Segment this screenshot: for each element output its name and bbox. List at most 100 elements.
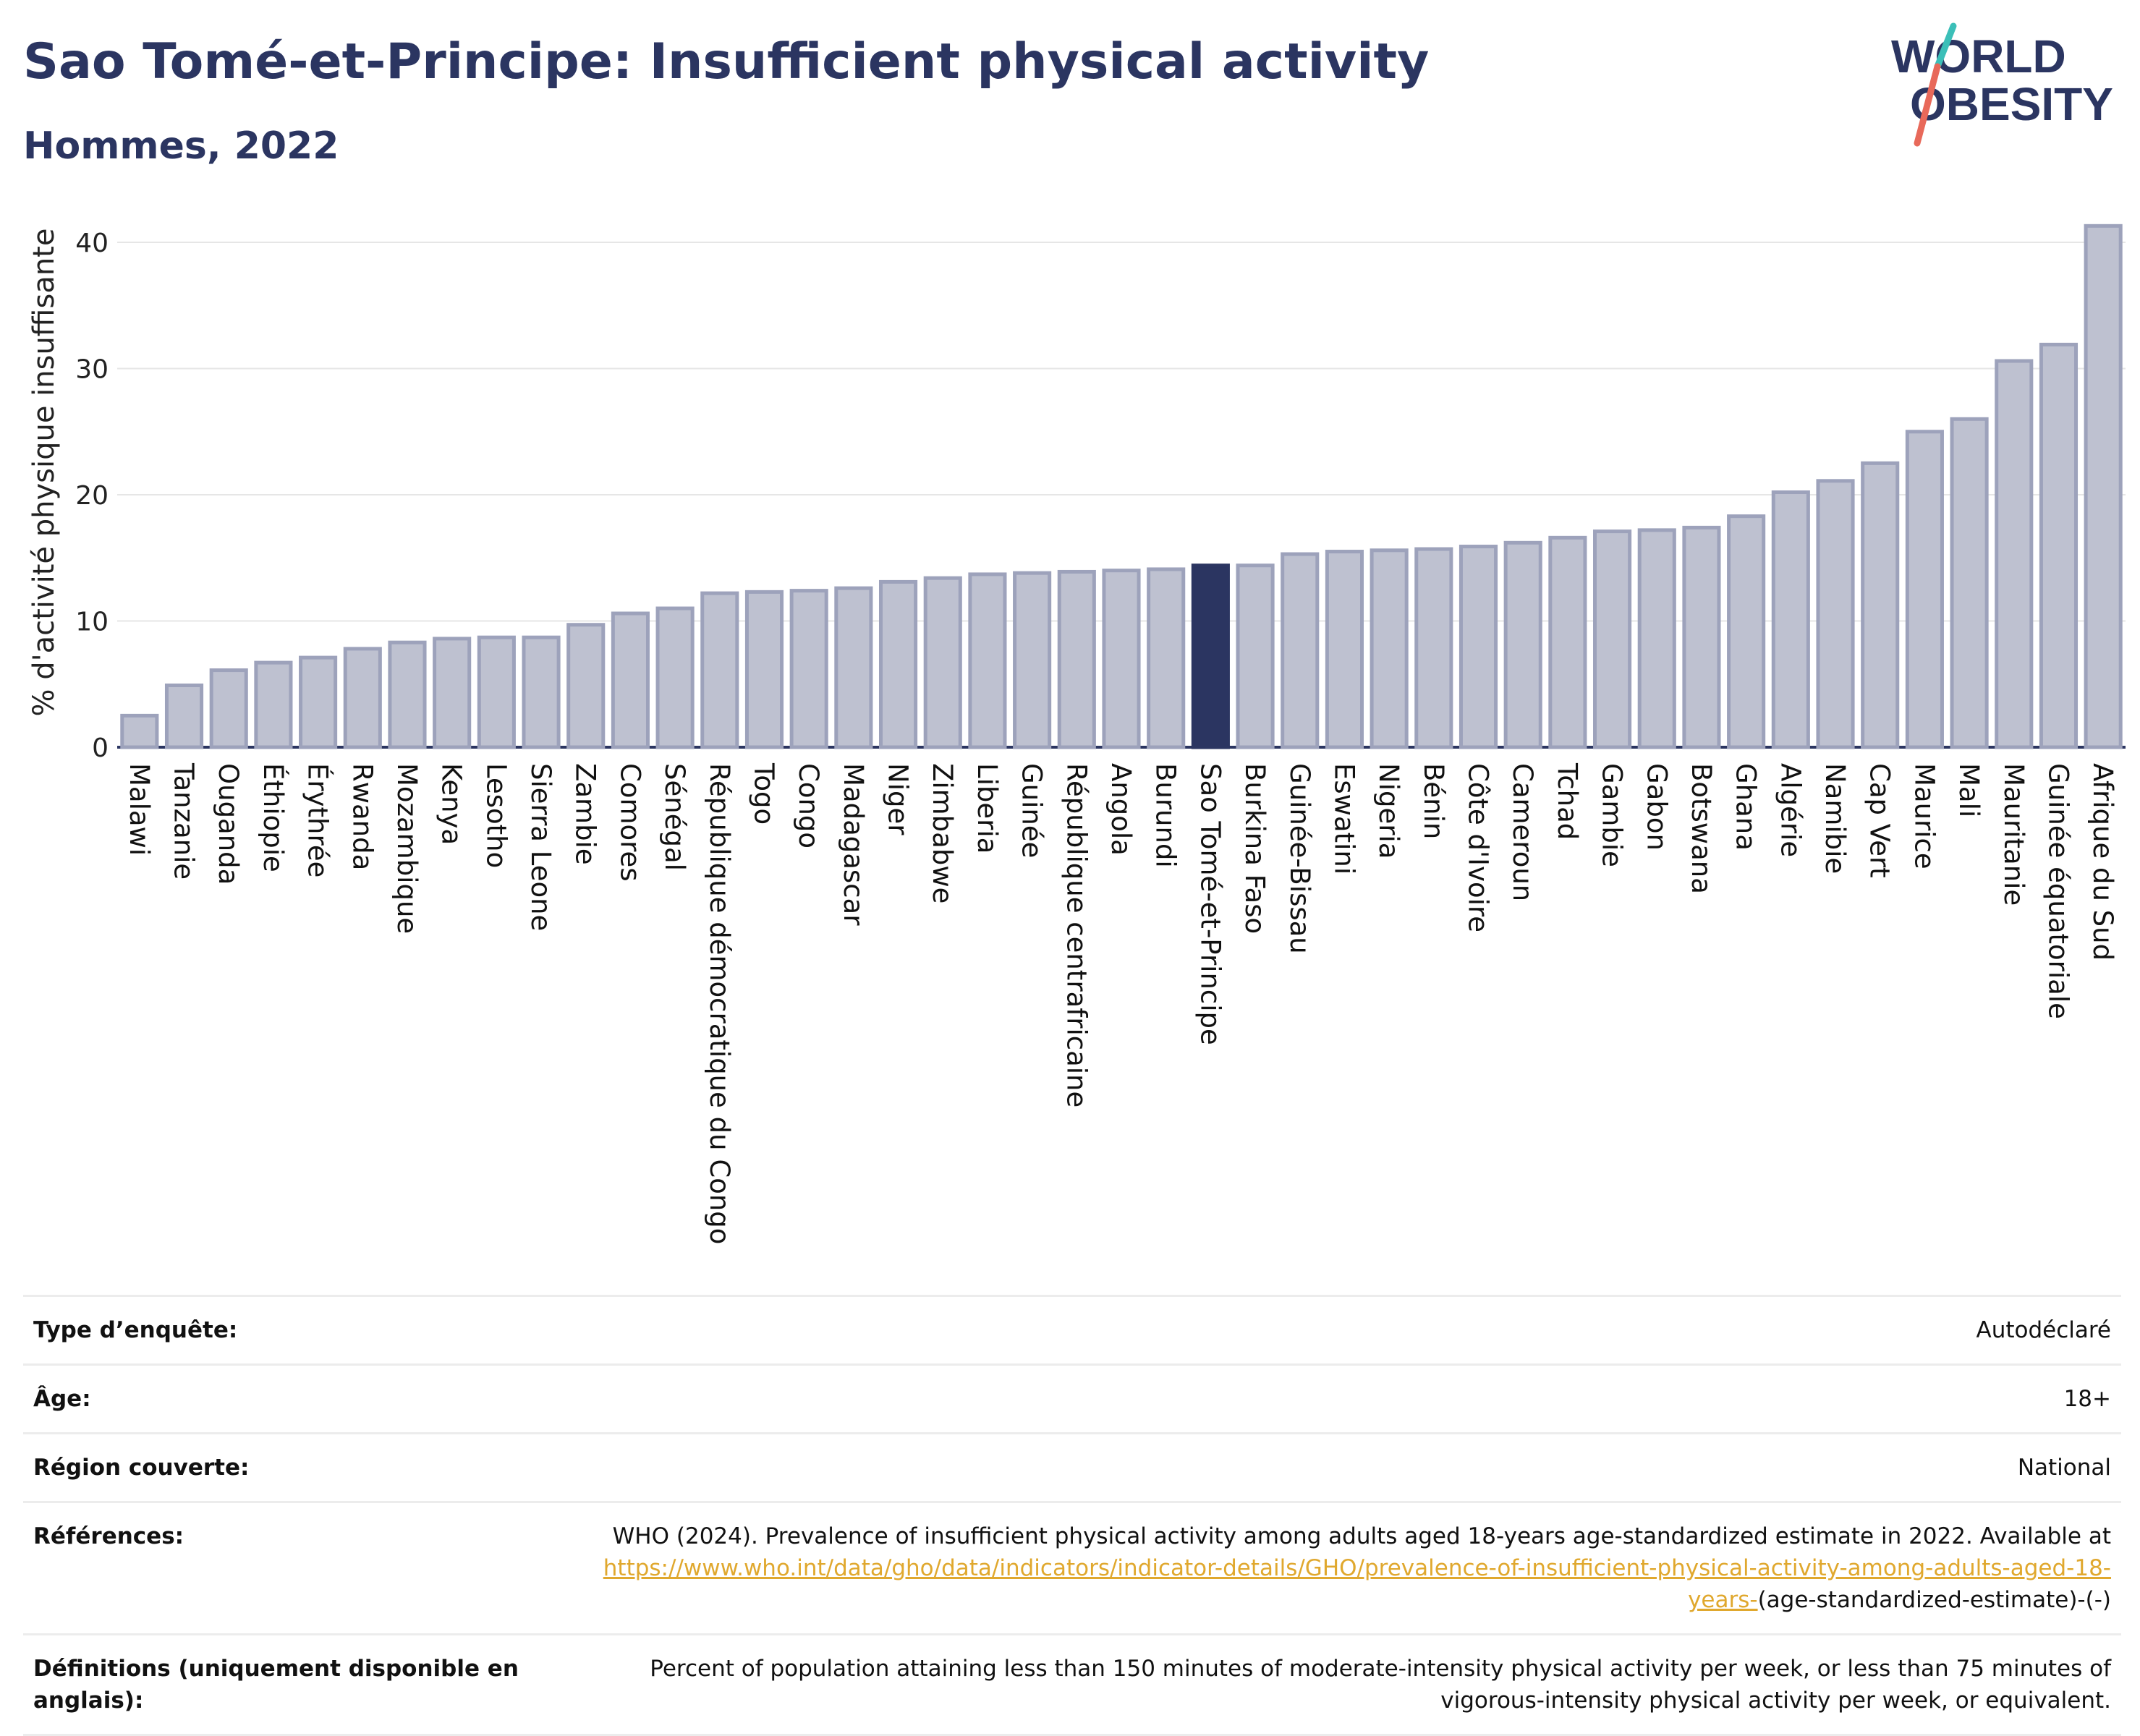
x-tick-label: République centrafricaine: [1061, 763, 1092, 1107]
info-row-age: Âge: 18+: [23, 1363, 2121, 1432]
x-tick-label: Érythrée: [302, 763, 334, 877]
bar: [566, 623, 606, 749]
x-tick-label: Algérie: [1775, 763, 1806, 857]
x-tick-label: Congo: [793, 763, 824, 848]
survey-type-label: Type d’enquête:: [33, 1317, 238, 1343]
bar: [1816, 479, 1855, 749]
page-title: Sao Tomé-et-Principe: Insufficient physi…: [23, 33, 1430, 90]
logo-line-2: OBESITY: [1910, 78, 2113, 130]
survey-type-value: Autodéclaré: [1976, 1317, 2111, 1343]
x-tick-label: Sénégal: [659, 763, 690, 871]
x-tick-label: Guinée: [1016, 763, 1048, 858]
x-tick-label: Zimbabwe: [927, 763, 958, 903]
x-tick-label: Tanzanie: [169, 762, 200, 880]
bar: [433, 637, 472, 749]
x-tick-label: Gabon: [1641, 763, 1672, 851]
x-tick-label: Burkina Faso: [1239, 763, 1270, 934]
bar: [700, 591, 739, 749]
x-tick-label: Cameroun: [1507, 763, 1538, 901]
x-tick-label: Lesotho: [480, 763, 511, 868]
bars: [120, 224, 2123, 749]
bar: [1102, 569, 1141, 749]
logo-line-1: WORLD: [1891, 30, 2066, 82]
logo-slash-teal: [1934, 22, 1957, 70]
region-label: Région couverte:: [33, 1455, 250, 1481]
bar: [1593, 529, 1632, 749]
x-tick-label: Mali: [1953, 763, 1984, 817]
x-tick-label: Guinée équatoriale: [2042, 763, 2073, 1019]
bar: [343, 647, 382, 749]
y-axis-label: % d'activité physique insuffisante: [27, 229, 61, 717]
bar: [164, 683, 204, 749]
info-row-references: Références: WHO (2024). Prevalence of in…: [23, 1501, 2121, 1633]
bar: [477, 635, 516, 749]
bar: [522, 635, 561, 749]
x-tick-label: République démocratique du Congo: [704, 763, 735, 1244]
bar-chart: Malawi Tanzanie Ouganda Éthiopie Érythrée Rwa…: [27, 224, 2126, 1244]
y-tick-label: 20: [75, 481, 109, 511]
references-link[interactable]: https://www.who.int/data/gho/data/indica…: [603, 1555, 2111, 1613]
x-tick-label: Ghana: [1731, 763, 1762, 851]
bar: [1013, 571, 1052, 749]
bar: [254, 660, 293, 749]
x-tick-label: Niger: [883, 763, 914, 835]
world-obesity-logo: WORLD OBESITY: [1881, 22, 2127, 152]
bar: [744, 590, 784, 749]
x-tick-label: Guinée-Bissau: [1284, 763, 1315, 954]
definitions-label: Définitions (uniquement disponible en an…: [33, 1656, 519, 1714]
x-tick-label: Malawi: [124, 763, 155, 856]
x-tick-label: Sao Tomé-et-Principe: [1194, 763, 1226, 1045]
x-tick-label: Sierra Leone: [525, 763, 556, 931]
bar: [299, 655, 338, 749]
x-tick-label: Eswatini: [1328, 763, 1359, 875]
x-tick-label: Rwanda: [347, 763, 378, 870]
bar: [388, 640, 427, 749]
references-value: WHO (2024). Prevalence of insufficient p…: [540, 1520, 2111, 1616]
bar-highlighted: [1191, 563, 1230, 749]
region-value: National: [2017, 1455, 2111, 1481]
x-tick-label: Cap Vert: [1864, 763, 1895, 878]
x-tick-label: Tchad: [1552, 762, 1583, 840]
bar: [1281, 552, 1320, 749]
bar: [834, 586, 873, 749]
info-row-survey-type: Type d’enquête: Autodéclaré: [23, 1295, 2121, 1363]
age-value: 18+: [2063, 1386, 2111, 1412]
x-tick-label: Togo: [748, 762, 779, 825]
bar: [1995, 359, 2034, 749]
bar: [878, 579, 918, 749]
bar: [1905, 430, 1944, 749]
bar: [2039, 342, 2079, 749]
info-row-definitions: Définitions (uniquement disponible en an…: [23, 1633, 2121, 1736]
x-tick-label: Kenya: [436, 763, 467, 845]
bar: [1727, 514, 1766, 749]
bar: [1458, 545, 1498, 749]
y-tick-label: 10: [75, 608, 109, 637]
references-text-after: (age-standardized-estimate)-(-): [1757, 1587, 2111, 1613]
bar: [209, 668, 248, 749]
references-text: WHO (2024). Prevalence of insufficient p…: [612, 1523, 2111, 1549]
x-tick-label: Afrique du Sud: [2087, 763, 2118, 961]
bar: [1682, 525, 1721, 749]
references-label: Références:: [33, 1523, 184, 1549]
x-tick-label: Ouganda: [213, 763, 244, 885]
bar: [120, 713, 159, 749]
y-tick-labels: 0 10 20 30 40: [75, 229, 109, 763]
bar: [923, 576, 962, 749]
bar: [789, 589, 828, 749]
age-label: Âge:: [33, 1386, 91, 1412]
x-tick-label: Maurice: [1908, 763, 1940, 869]
logo-graphic: WORLD OBESITY: [1891, 22, 2113, 147]
bar: [1637, 528, 1676, 749]
x-tick-label: Gambie: [1597, 763, 1628, 867]
x-tick-label: Burundi: [1150, 763, 1181, 868]
y-tick-label: 0: [92, 733, 109, 763]
x-tick-label: Mauritanie: [1998, 763, 2029, 906]
bar: [611, 611, 650, 749]
bar: [968, 572, 1007, 749]
bar: [1370, 548, 1409, 749]
x-tick-label: Madagascar: [838, 763, 869, 926]
x-tick-label: Côte d'Ivoire: [1463, 763, 1494, 932]
logo-slash-red: [1914, 63, 1941, 147]
bar: [1325, 550, 1364, 749]
x-tick-label: Nigeria: [1373, 763, 1404, 859]
